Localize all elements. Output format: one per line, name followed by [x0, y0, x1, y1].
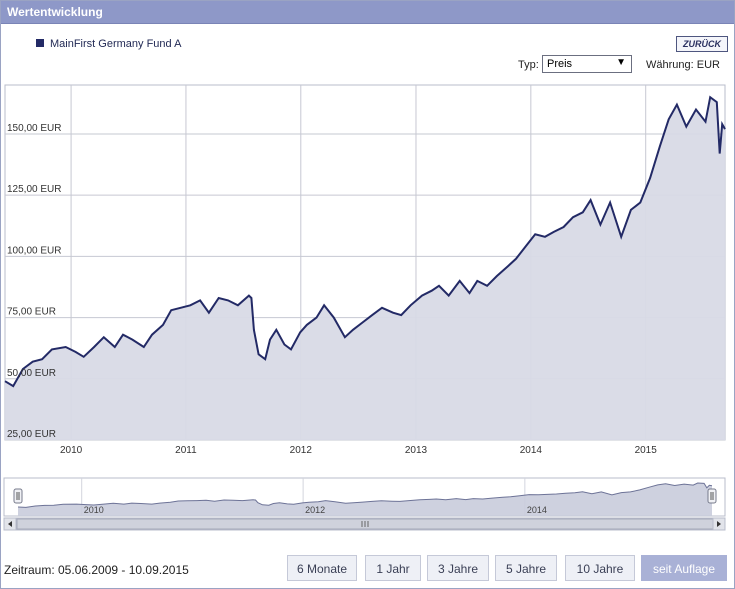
arrow-right-icon	[717, 521, 721, 527]
period-label: Zeitraum: 05.06.2009 - 10.09.2015	[4, 563, 189, 577]
x-tick-label: 2012	[290, 445, 313, 456]
series-area	[5, 97, 725, 440]
window-title: Wertentwicklung	[7, 5, 103, 19]
legend-swatch	[36, 39, 44, 47]
type-select[interactable]: Preis ▼	[542, 55, 632, 73]
navigator-tick-label: 2010	[84, 505, 104, 515]
dropdown-arrow-icon: ▼	[616, 57, 626, 68]
navigator-handle[interactable]	[13, 488, 23, 504]
range-button-3[interactable]: 5 Jahre	[495, 555, 557, 581]
range-button-4[interactable]: 10 Jahre	[565, 555, 635, 581]
type-label: Typ:	[518, 59, 539, 71]
y-tick-label: 25,00 EUR	[7, 429, 56, 440]
back-button[interactable]: ZURÜCK	[676, 36, 728, 52]
title-bar: Wertentwicklung	[1, 1, 734, 24]
y-tick-label: 125,00 EUR	[7, 184, 61, 195]
navigator-tick-label: 2014	[527, 505, 547, 515]
legend-label: MainFirst Germany Fund A	[50, 38, 182, 50]
x-tick-label: 2011	[175, 445, 197, 456]
arrow-left-icon	[8, 521, 12, 527]
navigator-tick-label: 2012	[305, 505, 325, 515]
range-button-2[interactable]: 3 Jahre	[427, 555, 489, 581]
navigator-handle[interactable]	[707, 488, 717, 504]
navigator-series-area	[18, 483, 712, 516]
y-tick-label: 150,00 EUR	[7, 123, 61, 134]
x-tick-label: 2010	[60, 445, 83, 456]
navigator-series-line	[17, 482, 713, 508]
range-button-5[interactable]: seit Auflage	[641, 555, 727, 581]
x-tick-label: 2015	[635, 445, 658, 456]
x-tick-label: 2014	[520, 445, 543, 456]
currency-label: Währung: EUR	[646, 59, 720, 71]
series-line	[4, 95, 726, 388]
type-select-value: Preis	[547, 58, 573, 70]
legend: MainFirst Germany Fund A	[36, 38, 181, 50]
x-tick-label: 2013	[405, 445, 428, 456]
range-button-1[interactable]: 1 Jahr	[365, 555, 421, 581]
y-tick-label: 100,00 EUR	[7, 245, 61, 256]
y-tick-label: 75,00 EUR	[7, 307, 56, 318]
range-button-0[interactable]: 6 Monate	[287, 555, 357, 581]
y-tick-label: 50,00 EUR	[7, 368, 56, 379]
